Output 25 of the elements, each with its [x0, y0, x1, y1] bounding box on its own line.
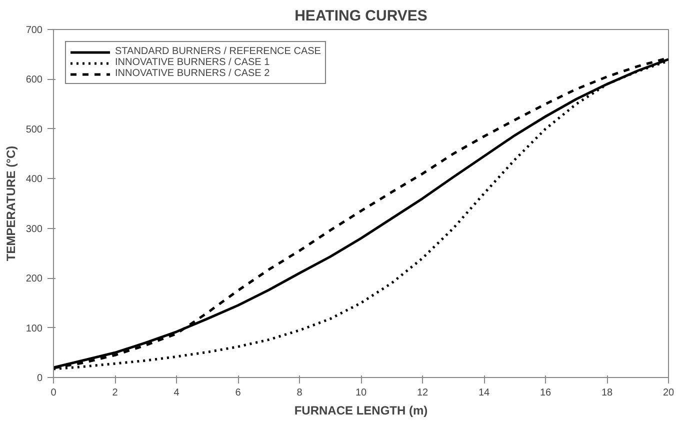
y-tick-label: 100	[26, 323, 43, 334]
x-tick-label: 0	[50, 388, 57, 398]
y-tick-label: 200	[26, 274, 43, 285]
x-tick-label: 4	[174, 388, 180, 398]
x-tick-label: 8	[296, 388, 303, 398]
x-tick-label: 12	[416, 388, 428, 398]
chart-title: HEATING CURVES	[294, 8, 428, 24]
x-tick-label: 10	[355, 388, 367, 398]
legend-label: INNOVATIVE BURNERS / CASE 1	[115, 57, 270, 68]
y-tick-label: 600	[26, 74, 43, 86]
y-tick-label: 300	[26, 224, 43, 235]
x-axis-title: FURNACE LENGTH (m)	[294, 404, 428, 418]
y-tick-label: 500	[26, 124, 43, 136]
x-tick-label: 6	[235, 388, 242, 398]
legend-label: STANDARD BURNERS / REFERENCE CASE	[115, 46, 321, 57]
x-tick-label: 20	[662, 388, 674, 398]
x-tick-label: 16	[540, 388, 552, 398]
y-tick-label: 0	[36, 373, 43, 384]
y-axis-title: TEMPERATURE (°C)	[4, 146, 18, 262]
y-tick-label: 700	[26, 25, 43, 36]
x-tick-label: 2	[112, 388, 118, 398]
x-tick-label: 14	[478, 388, 490, 398]
x-tick-label: 18	[601, 388, 613, 398]
legend-label: INNOVATIVE BURNERS / CASE 2	[115, 68, 270, 79]
y-tick-label: 400	[26, 174, 43, 186]
